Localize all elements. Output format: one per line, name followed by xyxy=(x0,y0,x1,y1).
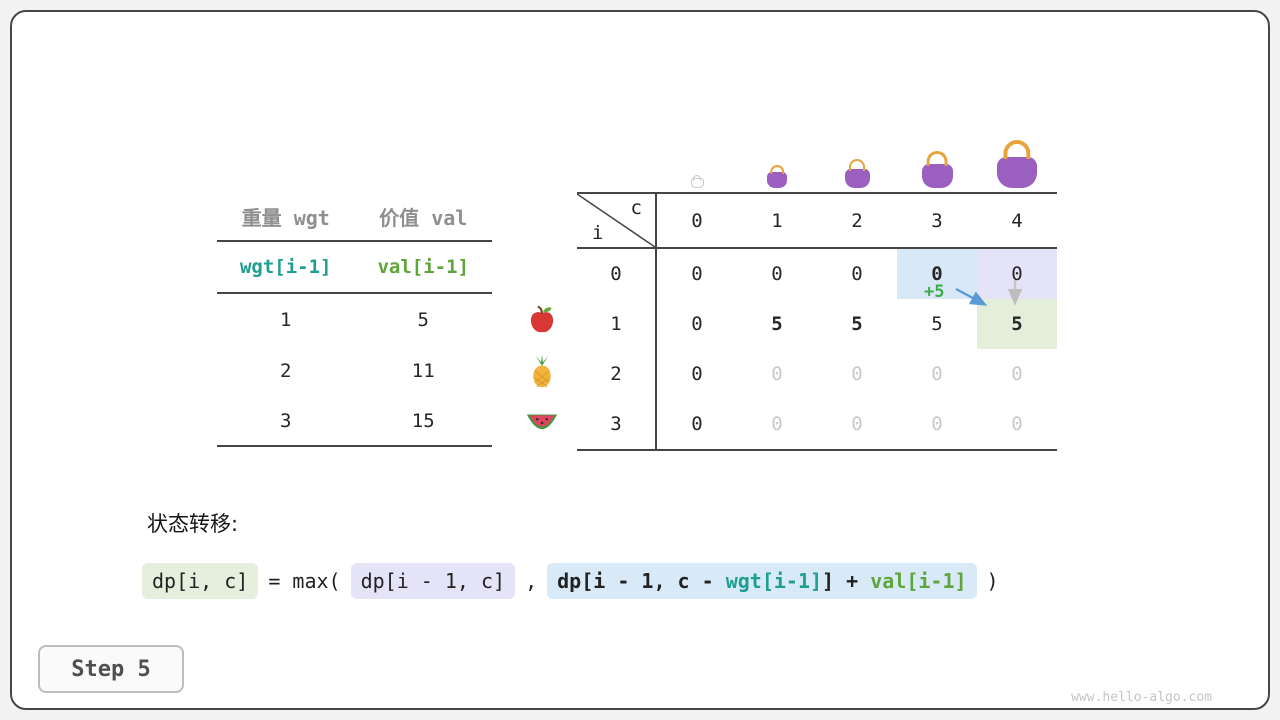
dp-cell-0-1: 0 xyxy=(771,263,783,285)
item-row-3: 3 15 xyxy=(217,396,492,447)
corner-diagonal-line xyxy=(577,194,655,247)
watermark: www.hello-algo.com xyxy=(1071,690,1212,705)
item-2-weight: 2 xyxy=(280,359,292,382)
dp-row-1: 1 0 5 5 5 5 xyxy=(577,299,1057,349)
state-transition-heading: 状态转移: xyxy=(147,512,239,536)
dp-cell-2-3: 0 xyxy=(931,363,943,385)
dp-col-header-1: 1 xyxy=(771,209,783,232)
dp-col-header-2: 2 xyxy=(851,209,863,232)
dp-skip-chip: dp[i - 1, c] xyxy=(350,563,516,599)
bag-icon-capacity-0 xyxy=(690,177,704,188)
bag-icon-capacity-1 xyxy=(767,172,787,188)
item-1-weight: 1 xyxy=(280,308,292,331)
take-chip-val: val[i-1] xyxy=(870,569,967,593)
dp-row-header-3: 3 xyxy=(577,399,657,449)
dp-table: c i 0 1 2 3 4 0 0 0 0 0 0 1 0 5 5 5 5 2 xyxy=(577,192,1057,451)
dp-cell-0-0: 0 xyxy=(691,263,703,285)
item-2-value: 11 xyxy=(411,359,435,382)
item-icons xyxy=(510,294,574,447)
val-formula-label: val[i-1] xyxy=(377,256,469,278)
dp-row-header-2: 2 xyxy=(577,349,657,399)
item-row-1: 1 5 xyxy=(217,294,492,345)
dp-row-0: 0 0 0 0 0 0 xyxy=(577,249,1057,299)
close-paren-text: ) xyxy=(986,569,999,593)
plus-value-annotation: +5 xyxy=(924,282,945,302)
corner-col-label: c xyxy=(630,197,642,219)
dp-cell-1-1: 5 xyxy=(771,313,783,335)
items-table-header: 重量 wgt 价值 val xyxy=(217,192,492,242)
pineapple-icon xyxy=(510,345,574,396)
items-table-subheader: wgt[i-1] val[i-1] xyxy=(217,242,492,294)
comma-text: , xyxy=(525,569,538,593)
dp-cell-1-4: 5 xyxy=(977,299,1057,349)
dp-cell-3-2: 0 xyxy=(851,413,863,435)
dp-row-header-0: 0 xyxy=(577,249,657,299)
dp-cell-1-3: 5 xyxy=(931,313,943,335)
wgt-formula-label: wgt[i-1] xyxy=(239,256,332,278)
dp-cell-3-4: 0 xyxy=(1011,413,1023,435)
figure-card: 重量 wgt 价值 val wgt[i-1] val[i-1] 1 5 2 11… xyxy=(10,10,1270,710)
dp-corner-cell: c i xyxy=(577,194,657,247)
item-row-2: 2 11 xyxy=(217,345,492,396)
dp-cell-0-2: 0 xyxy=(851,263,863,285)
dp-row-3: 3 0 0 0 0 0 xyxy=(577,399,1057,449)
watermelon-icon xyxy=(510,396,574,447)
state-transition-formula: dp[i, c] = max( dp[i - 1, c] , dp[i - 1,… xyxy=(142,563,999,599)
bag-icon-capacity-4 xyxy=(997,156,1037,188)
dp-cell-2-4: 0 xyxy=(1011,363,1023,385)
dp-header-row: c i 0 1 2 3 4 xyxy=(577,194,1057,249)
take-chip-wgt: wgt[i-1] xyxy=(725,569,823,593)
dp-take-chip: dp[i - 1, c - wgt[i-1]] + val[i-1] xyxy=(547,563,977,599)
dp-row-2: 2 0 0 0 0 0 xyxy=(577,349,1057,399)
dp-col-header-4: 4 xyxy=(1011,209,1023,232)
dp-col-header-3: 3 xyxy=(931,209,943,232)
equals-max-text: = max( xyxy=(268,569,341,593)
items-table: 重量 wgt 价值 val wgt[i-1] val[i-1] 1 5 2 11… xyxy=(217,192,492,447)
dp-cell-0-4: 0 xyxy=(977,249,1057,299)
take-chip-prefix: dp[i - 1, c - xyxy=(557,569,726,593)
dp-target-chip: dp[i, c] xyxy=(142,563,259,599)
dp-cell-2-0: 0 xyxy=(691,363,703,385)
take-chip-mid: ] + xyxy=(822,569,871,593)
bag-icon-capacity-3 xyxy=(921,163,953,188)
step-button[interactable]: Step 5 xyxy=(38,645,184,693)
weight-column-header: 重量 wgt xyxy=(241,205,330,230)
dp-cell-3-0: 0 xyxy=(691,413,703,435)
dp-cell-2-2: 0 xyxy=(851,363,863,385)
dp-col-header-0: 0 xyxy=(691,209,703,232)
apple-icon xyxy=(510,294,574,345)
dp-cell-2-1: 0 xyxy=(771,363,783,385)
dp-cell-1-0: 0 xyxy=(691,313,703,335)
dp-cell-3-1: 0 xyxy=(771,413,783,435)
bag-icon-capacity-2 xyxy=(844,168,870,188)
capacity-icons xyxy=(657,128,1057,190)
value-column-header: 价值 val xyxy=(379,205,468,230)
corner-row-label: i xyxy=(592,222,604,244)
item-3-value: 15 xyxy=(411,409,435,432)
dp-row-header-1: 1 xyxy=(577,299,657,349)
item-3-weight: 3 xyxy=(280,409,292,432)
item-1-value: 5 xyxy=(417,308,429,331)
dp-cell-1-2: 5 xyxy=(851,313,863,335)
dp-cell-3-3: 0 xyxy=(931,413,943,435)
